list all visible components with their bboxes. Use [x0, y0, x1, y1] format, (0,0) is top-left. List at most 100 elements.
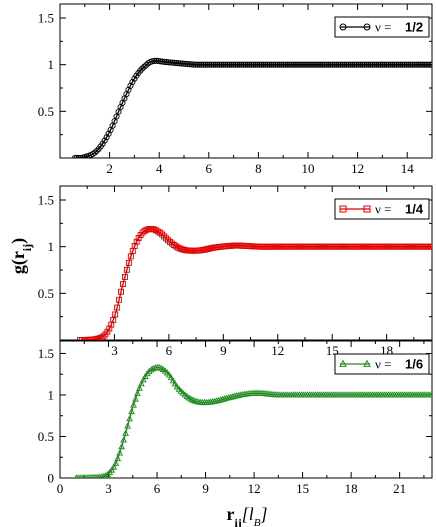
series-line: [79, 228, 432, 340]
panel-frame: [59, 185, 433, 341]
series-point: [248, 61, 255, 68]
series-point: [415, 61, 422, 68]
legend-marker: [363, 23, 371, 31]
panel-sixth: 0 3 6 9 12 15 18 21 0 0.5 1 1.5 ν = 1/6: [38, 340, 433, 496]
x-axis-label: rij[lB]: [226, 504, 267, 527]
legend-value: 1/4: [405, 202, 424, 217]
series-point: [270, 61, 277, 68]
series-point: [142, 372, 149, 379]
x-tick-label: 2: [106, 161, 113, 176]
series-point: [176, 60, 184, 67]
series-point: [169, 377, 177, 384]
series-point: [429, 243, 432, 250]
legend-box: [334, 16, 430, 38]
series-point: [89, 473, 95, 478]
series-point: [264, 61, 271, 68]
series-point: [343, 61, 350, 68]
series-point: [221, 395, 228, 402]
series-point: [311, 61, 318, 68]
legend-marker: [363, 359, 371, 367]
x-tick-label: 12: [271, 343, 284, 358]
series-point: [110, 463, 118, 470]
series-point: [76, 474, 81, 478]
series-point: [93, 473, 99, 478]
series-point: [118, 443, 125, 450]
series-point: [220, 61, 227, 68]
series-point: [286, 61, 293, 68]
series-point: [357, 61, 364, 68]
series-point: [196, 61, 203, 68]
series-point: [217, 396, 224, 403]
series-point: [353, 61, 360, 68]
series-point: [132, 395, 139, 402]
series-point: [284, 61, 291, 68]
series-point: [171, 380, 179, 387]
series-point: [428, 61, 432, 68]
series-point: [325, 61, 332, 68]
series-point: [421, 61, 428, 68]
series-point: [99, 140, 106, 147]
panel-frame: [59, 340, 433, 479]
series-point: [204, 61, 211, 68]
series-point: [401, 61, 408, 68]
series-point: [373, 61, 380, 68]
plot-area: [71, 57, 432, 158]
series-point: [114, 304, 121, 311]
series-point: [135, 235, 142, 242]
series-point: [214, 61, 221, 68]
series-point: [202, 61, 209, 68]
series-point: [188, 61, 195, 68]
series-point: [329, 61, 336, 68]
series-point: [128, 407, 135, 415]
series-point: [299, 61, 307, 68]
x-tick-label: 21: [393, 481, 406, 496]
series-point: [274, 61, 281, 68]
series-point: [192, 61, 199, 68]
series-point: [91, 473, 97, 478]
series-point: [104, 470, 112, 477]
series-point: [143, 226, 150, 233]
series-point: [303, 61, 311, 68]
series-point: [101, 137, 108, 144]
series-point: [319, 61, 326, 68]
series-point: [112, 311, 119, 318]
plot-area: [77, 226, 432, 340]
series-point: [126, 415, 133, 422]
series-point: [166, 238, 173, 245]
series-point: [266, 61, 273, 68]
series-point: [178, 60, 186, 67]
series-point: [341, 61, 348, 68]
legend-marker: [339, 359, 347, 367]
series-point: [234, 61, 241, 68]
series-point: [151, 226, 158, 233]
series-point: [165, 59, 172, 66]
series-point: [305, 61, 313, 68]
series-point: [143, 61, 150, 69]
series-point: [411, 61, 418, 68]
series-point: [169, 59, 176, 66]
series-point: [149, 364, 157, 372]
series-point: [216, 61, 223, 68]
series-point: [106, 325, 113, 332]
series-point: [226, 61, 233, 68]
series-point: [282, 61, 289, 68]
series-point: [102, 471, 110, 478]
series-point: [405, 61, 412, 68]
series-point: [206, 61, 213, 68]
series-point: [323, 61, 330, 68]
series-point: [397, 61, 404, 68]
y-tick-label: 1.5: [38, 346, 54, 361]
series-point: [159, 58, 166, 65]
series-point: [345, 61, 352, 68]
y-axis-label: g(rij): [8, 238, 34, 274]
series-point: [276, 61, 283, 68]
series-point: [108, 466, 116, 473]
series-point: [92, 336, 99, 340]
legend-value: 1/6: [405, 357, 423, 372]
series-point: [298, 61, 305, 68]
series-point: [413, 61, 420, 68]
series-point: [141, 63, 148, 70]
series-point: [159, 231, 166, 238]
series-point: [409, 61, 416, 68]
series-point: [223, 394, 230, 401]
